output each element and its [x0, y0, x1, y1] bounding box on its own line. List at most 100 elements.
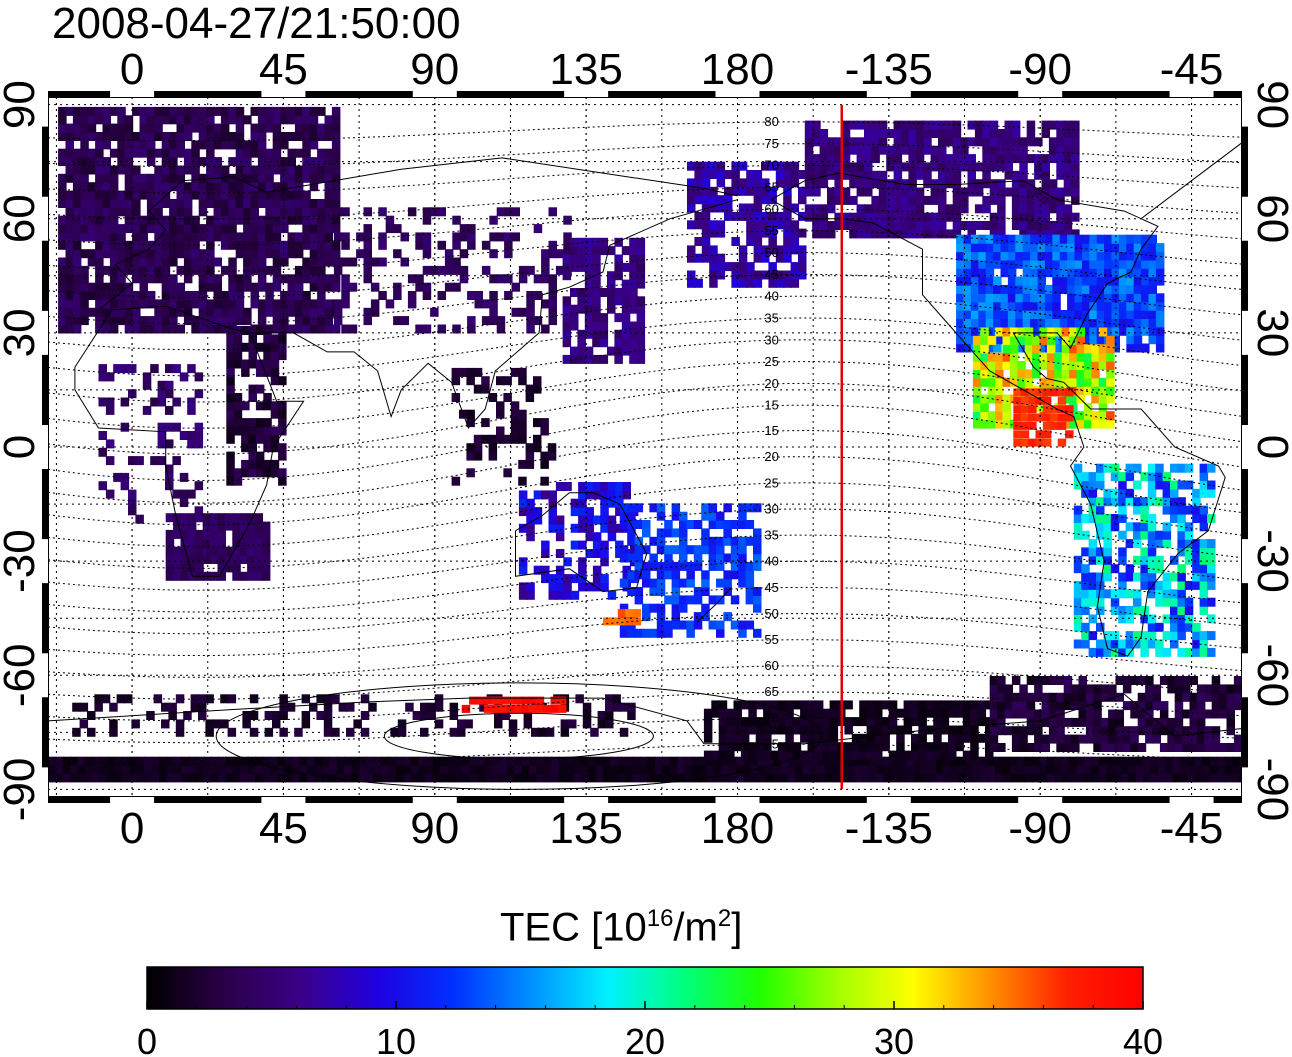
- tec-pixel: [373, 756, 383, 766]
- tec-pixel: [302, 232, 311, 242]
- tec-pixel: [1039, 773, 1048, 783]
- tec-pixel: [280, 173, 289, 183]
- tec-pixel: [191, 173, 200, 183]
- tec-pixel: [869, 773, 878, 783]
- tec-pixel: [804, 212, 814, 222]
- tec-pixel: [348, 324, 358, 334]
- tec-pixel: [533, 274, 543, 284]
- tec-pixel: [102, 115, 111, 125]
- tec-pixel: [1118, 580, 1127, 590]
- tec-pixel: [1074, 318, 1083, 328]
- tec-pixel: [481, 299, 491, 309]
- colorbar-tick-label: 30: [874, 1021, 914, 1057]
- mag-lat-contour: [48, 186, 1242, 220]
- tec-pixel: [202, 513, 212, 523]
- tec-pixel: [58, 299, 67, 309]
- tec-pixel: [795, 773, 804, 783]
- tec-pixel: [132, 274, 141, 284]
- tec-pixel: [1140, 580, 1149, 590]
- tec-pixel: [1048, 709, 1058, 719]
- tec-pixel: [1098, 756, 1108, 766]
- tec-pixel: [896, 750, 905, 760]
- tec-pixel: [718, 700, 728, 710]
- tec-pixel: [102, 307, 111, 317]
- tec-pixel: [908, 170, 917, 180]
- tec-pixel: [978, 276, 987, 286]
- tec-pixel: [592, 271, 601, 281]
- tec-pixel: [792, 700, 802, 710]
- tec-pixel: [679, 595, 688, 605]
- tec-pixel: [956, 310, 965, 319]
- tec-pixel: [98, 431, 107, 440]
- tec-pixel: [555, 482, 565, 491]
- tec-pixel: [1004, 129, 1013, 138]
- tec-pixel: [262, 773, 272, 783]
- tec-pixel: [157, 422, 167, 432]
- tec-pixel: [1004, 692, 1013, 702]
- tec-pixel: [1096, 555, 1105, 565]
- tec-pixel: [1096, 606, 1105, 615]
- tec-pixel: [241, 401, 250, 411]
- tec-pixel: [1013, 413, 1022, 422]
- tec-pixel: [970, 243, 980, 253]
- tec-pixel: [761, 178, 770, 188]
- tec-pixel: [878, 221, 888, 230]
- tec-pixel: [989, 154, 999, 164]
- tec-pixel: [995, 377, 1004, 387]
- tec-pixel: [871, 229, 880, 239]
- tec-pixel: [908, 187, 917, 197]
- tec-pixel: [841, 187, 851, 197]
- tec-pixel: [248, 459, 257, 469]
- tec-pixel: [1007, 318, 1017, 328]
- tec-pixel: [1071, 187, 1080, 197]
- tec-pixel: [1110, 589, 1120, 599]
- tec-pixel: [452, 324, 461, 334]
- tec-pixel: [716, 178, 726, 188]
- tec-pixel: [974, 221, 984, 230]
- tec-pixel: [901, 137, 910, 147]
- tec-pixel: [555, 590, 565, 600]
- tec-pixel: [1096, 251, 1106, 261]
- tec-pixel: [316, 694, 325, 704]
- tec-pixel: [525, 451, 535, 461]
- tec-pixel: [963, 251, 972, 261]
- tec-pixel: [1147, 522, 1157, 532]
- tec-pixel: [161, 240, 171, 250]
- tec-pixel: [903, 725, 913, 735]
- tec-pixel: [1091, 344, 1100, 354]
- tec-pixel: [1103, 539, 1112, 549]
- tec-pixel: [183, 132, 193, 141]
- tec-pixel: [80, 224, 89, 234]
- tec-pixel: [294, 115, 304, 125]
- tec-pixel: [331, 182, 341, 192]
- tec-pixel: [592, 321, 601, 331]
- tec-pixel: [65, 157, 74, 167]
- tec-pixel: [963, 326, 972, 336]
- tec-pixel: [434, 719, 444, 729]
- tec-pixel: [1120, 756, 1130, 766]
- tec-pixel: [206, 199, 215, 208]
- tec-pixel: [1063, 221, 1073, 230]
- tec-pixel: [95, 207, 104, 217]
- band-gap: [110, 797, 155, 803]
- tec-pixel: [952, 120, 962, 130]
- tec-pixel: [1122, 734, 1132, 744]
- tec-pixel: [1063, 137, 1073, 147]
- tec-pixel: [378, 207, 387, 217]
- tec-pixel: [190, 702, 200, 712]
- tec-pixel: [250, 165, 259, 175]
- tec-pixel: [228, 282, 237, 292]
- tec-pixel: [701, 237, 711, 246]
- tec-pixel: [187, 489, 196, 499]
- tec-pixel: [95, 115, 104, 125]
- tec-pixel: [1098, 765, 1108, 774]
- tec-pixel: [451, 367, 461, 377]
- tec-pixel: [997, 743, 1006, 752]
- tec-pixel: [901, 195, 910, 205]
- tec-pixel: [1085, 726, 1095, 736]
- tec-pixel: [309, 165, 319, 175]
- tec-pixel: [410, 773, 420, 783]
- tec-pixel: [1133, 310, 1143, 319]
- tec-pixel: [294, 727, 303, 737]
- tec-pixel: [206, 148, 215, 158]
